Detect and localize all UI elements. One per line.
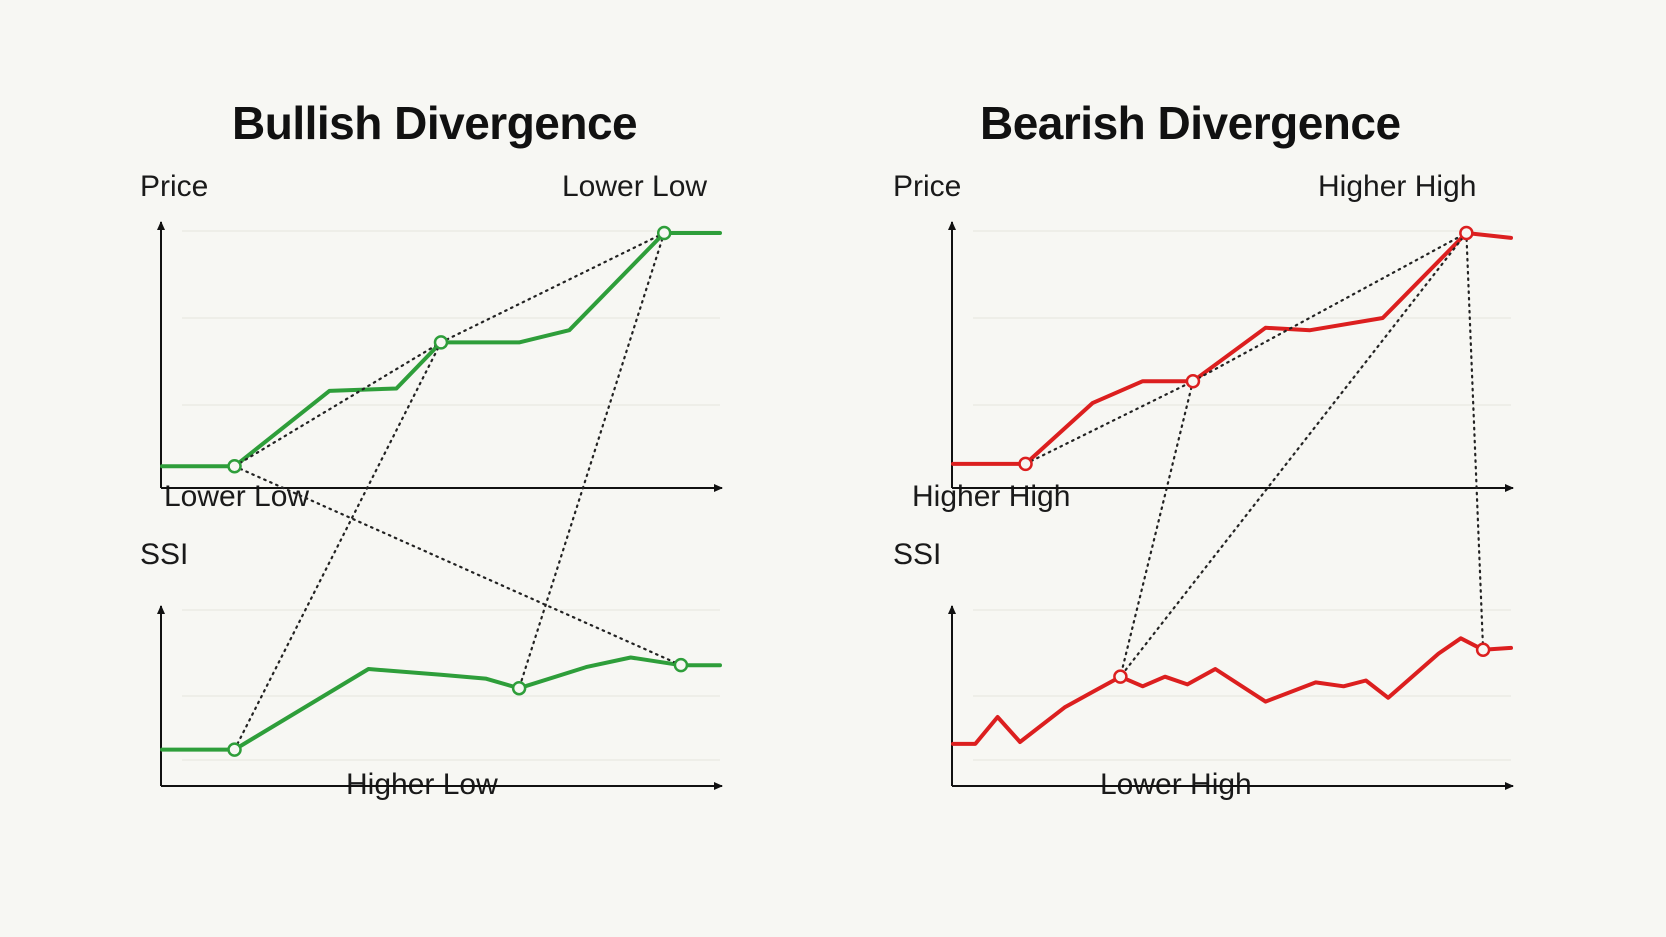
bearish-price-bottom-annotation: Higher High [912,480,1071,513]
bullish-price-marker-1 [433,335,449,350]
bearish-price-marker-1 [1185,373,1201,389]
bearish-price-series-line [951,231,1513,466]
bullish-divergence-connector-4 [233,465,683,667]
bearish-price-marker-0 [1018,456,1033,472]
bearish-divergence-connector-0 [1024,380,1195,465]
bearish-ssi-marker-0 [1113,669,1128,684]
bearish-divergence-connector-3 [1119,231,1468,678]
bullish-divergence-connector-2 [233,341,443,751]
bullish-price-marker-2 [656,225,672,241]
bullish-divergence-connector-1 [439,231,666,344]
bullish-ssi-series-line [160,655,722,752]
bearish-divergence-connector-2 [1119,380,1195,678]
bearish-price-top-annotation: Higher High [1318,170,1477,203]
bullish-title: Bullish Divergence [232,97,638,149]
bearish-ssi-bottom-annotation: Lower High [1100,768,1252,801]
bullish-divergence-connector-3 [518,231,666,690]
bullish-ssi-marker-2 [673,657,689,673]
bearish-title: Bearish Divergence [980,97,1401,149]
bearish-price-axis-label: Price [893,170,962,203]
bearish-ssi-marker-1 [1475,642,1491,658]
bearish-ssi-series-line [951,636,1513,746]
bearish-price-marker-2 [1459,225,1474,241]
bullish-price-bottom-annotation: Lower Low [164,480,310,513]
bullish-price-top-annotation: Lower Low [562,170,708,203]
bullish-price-series-line [160,231,722,469]
bullish-ssi-marker-0 [227,742,242,757]
bullish-ssi-marker-1 [511,680,527,696]
bullish-price-axis-label: Price [140,170,209,203]
bearish-divergence-connector-1 [1191,231,1468,383]
bearish-ssi-axis-label: SSI [893,538,942,571]
bullish-divergence-connector-0 [233,341,443,468]
bullish-ssi-bottom-annotation: Higher Low [346,768,498,801]
bearish-divergence-connector-4 [1465,231,1485,651]
bullish-price-marker-0 [227,459,242,474]
bullish-ssi-axis-label: SSI [140,538,189,571]
